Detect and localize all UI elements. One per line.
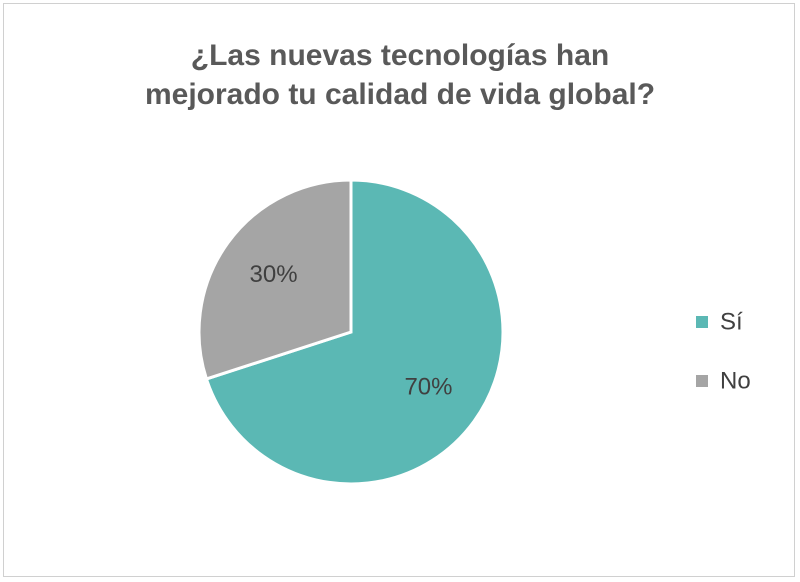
data-label: 30% — [250, 261, 298, 288]
legend-swatch — [696, 316, 708, 328]
data-label: 70% — [404, 374, 452, 401]
title-box: ¿Las nuevas tecnologías han mejorado tu … — [0, 36, 800, 114]
pie-slice — [204, 178, 505, 486]
chart-title: ¿Las nuevas tecnologías han mejorado tu … — [144, 39, 656, 111]
chart-border — [3, 3, 795, 577]
legend-label: No — [720, 367, 751, 394]
legend-label: Sí — [720, 308, 743, 335]
pie-slice — [197, 178, 353, 381]
legend-swatch — [696, 375, 708, 387]
